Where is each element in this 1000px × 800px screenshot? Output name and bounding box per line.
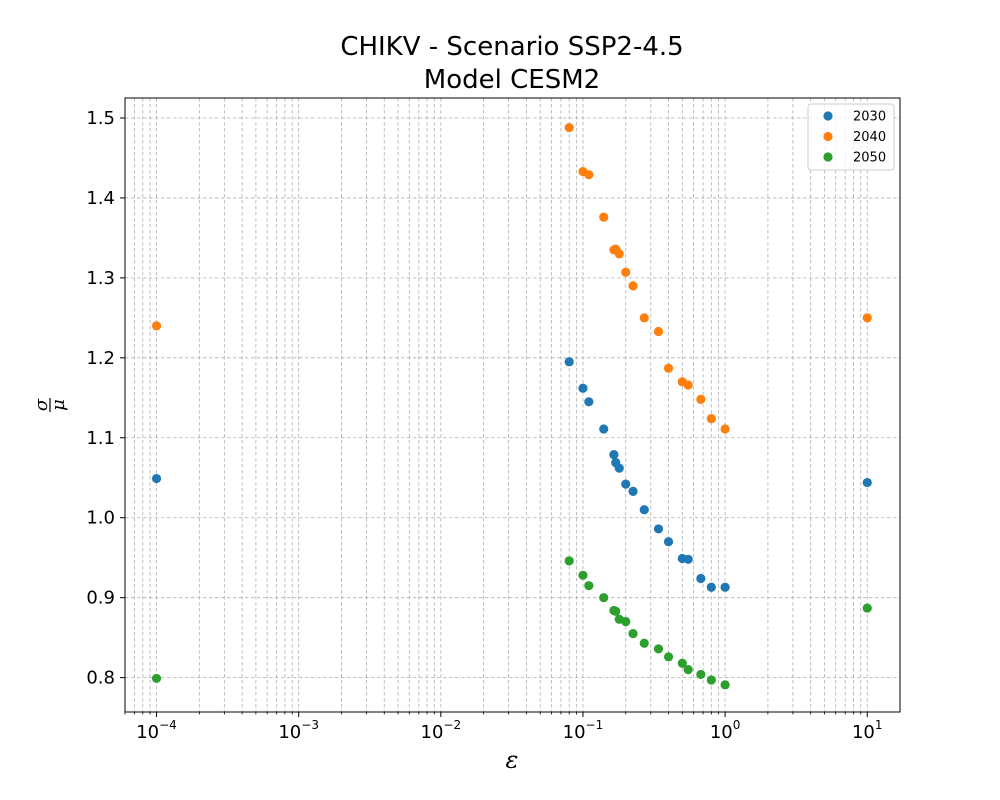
x-tick-label: 100 <box>710 718 741 743</box>
y-tick-label: 1.0 <box>86 508 115 529</box>
legend-marker <box>823 152 833 162</box>
data-point <box>663 363 674 373</box>
data-point <box>639 638 649 648</box>
data-point <box>151 673 162 684</box>
y-tick-label: 1.5 <box>86 108 115 129</box>
data-point <box>599 593 609 603</box>
data-point <box>706 582 716 592</box>
x-axis-label: ε <box>506 746 519 774</box>
data-point <box>720 680 730 690</box>
y-tick-label: 0.9 <box>86 588 115 609</box>
legend-marker <box>823 131 833 142</box>
x-tick-label: 10−4 <box>136 718 177 743</box>
x-tick-label: 10−1 <box>563 718 604 743</box>
data-point <box>628 281 638 291</box>
y-axis-label-denominator: μ <box>48 399 69 411</box>
data-point <box>862 313 872 323</box>
data-point <box>621 617 631 627</box>
y-tick-label: 1.3 <box>86 268 115 289</box>
data-point <box>862 603 872 613</box>
data-point <box>628 486 638 496</box>
data-point <box>599 212 609 222</box>
data-point <box>621 267 631 277</box>
data-point <box>151 473 162 484</box>
series-2050 <box>151 556 872 690</box>
data-point <box>151 321 162 331</box>
data-point <box>628 629 638 639</box>
y-tick-label: 0.8 <box>86 668 115 689</box>
data-point <box>706 675 716 685</box>
legend-label: 2050 <box>853 151 886 166</box>
data-point <box>584 170 594 180</box>
data-point <box>639 313 649 323</box>
legend-label: 2040 <box>853 130 886 145</box>
data-point <box>611 606 621 616</box>
data-point <box>696 394 706 405</box>
legend-marker <box>823 111 833 121</box>
plot-frame <box>124 97 901 713</box>
data-point <box>614 463 624 473</box>
data-point <box>609 449 619 460</box>
axis-ticks: 10−4 10−3 10−2 10−1 100 101 0.8 0.9 1.0 1.1 1.2 1.3… <box>86 108 882 743</box>
data-point <box>720 582 730 592</box>
data-point <box>639 505 649 515</box>
data-point <box>653 644 664 654</box>
data-point <box>683 380 693 390</box>
data-point <box>663 537 674 547</box>
data-point <box>663 652 674 662</box>
y-axis-label: σ μ <box>31 398 69 412</box>
data-point <box>683 665 693 675</box>
data-point <box>599 424 609 434</box>
legend: 2030 2040 2050 <box>807 103 895 171</box>
x-tick-label: 10−3 <box>278 718 319 743</box>
data-point <box>653 524 664 534</box>
y-axis-label-numerator: σ <box>31 398 52 411</box>
data-point <box>621 479 631 489</box>
data-point <box>653 326 664 337</box>
data-point <box>584 581 594 591</box>
data-point <box>696 669 706 680</box>
y-tick-label: 1.1 <box>86 428 115 449</box>
chart-title-line-2: Model CESM2 <box>424 65 600 95</box>
legend-label: 2030 <box>853 110 886 125</box>
series-2030 <box>151 357 872 592</box>
grid <box>124 98 900 712</box>
data-point <box>720 424 730 434</box>
data-point <box>706 413 716 424</box>
data-point <box>578 383 588 393</box>
y-tick-label: 1.2 <box>86 348 115 369</box>
chart-title-line-1: CHIKV - Scenario SSP2-4.5 <box>340 32 683 62</box>
data-point <box>584 397 594 407</box>
data-point <box>564 122 574 133</box>
x-tick-label: 10−2 <box>421 718 462 743</box>
data-point <box>862 477 872 488</box>
data-point <box>578 570 588 580</box>
data-point <box>564 357 574 367</box>
data-point <box>564 556 574 566</box>
data-points <box>151 122 872 690</box>
data-point <box>683 554 693 564</box>
data-point <box>677 658 687 668</box>
y-tick-label: 1.4 <box>86 188 115 209</box>
data-point <box>614 249 624 259</box>
series-2040 <box>151 122 872 434</box>
data-point <box>696 573 706 584</box>
x-tick-label: 101 <box>852 718 883 743</box>
